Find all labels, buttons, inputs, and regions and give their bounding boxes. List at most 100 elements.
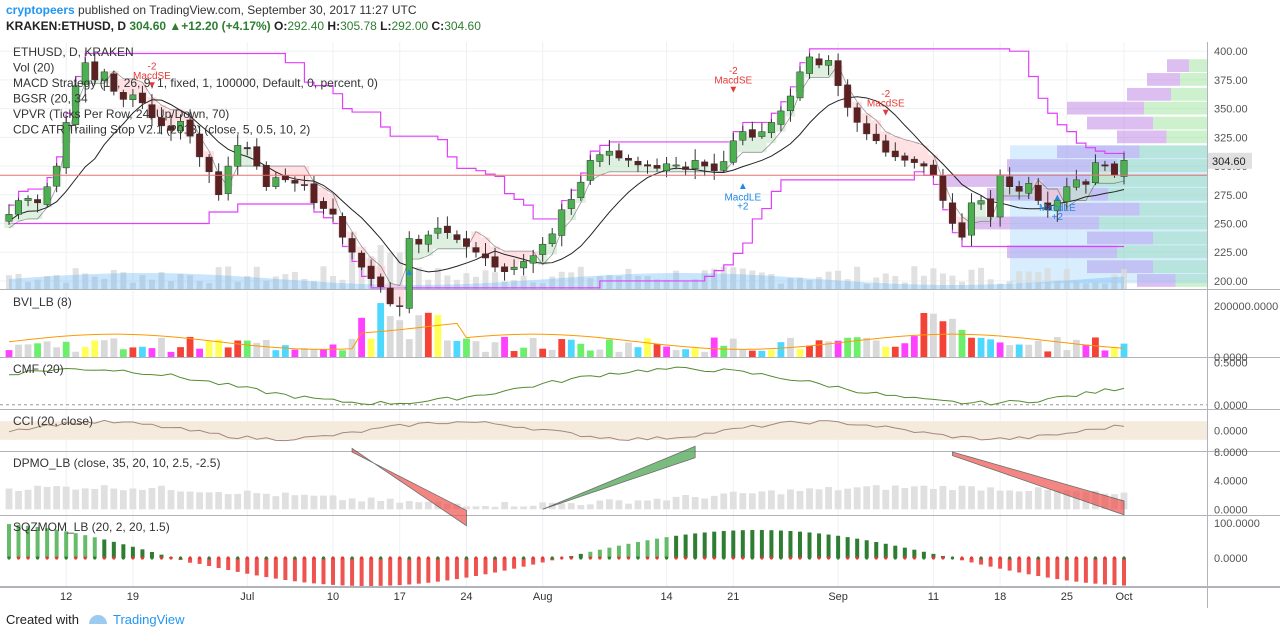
high-value: 305.78	[340, 19, 377, 33]
bvi-bar	[977, 337, 985, 357]
candle	[329, 198, 337, 222]
bvi-bar	[949, 318, 956, 357]
candle-body	[625, 157, 632, 161]
sqzmom-squeeze-dot	[1027, 556, 1031, 560]
volume-bar	[91, 276, 98, 289]
candle	[605, 139, 613, 166]
bvi-bar	[1120, 343, 1128, 357]
buy-arrow-icon: ▲	[1052, 193, 1062, 204]
volume-bar	[625, 268, 632, 289]
candle	[1025, 176, 1033, 200]
candle	[910, 156, 918, 169]
candle-body	[243, 147, 251, 150]
sqzmom-bar	[921, 551, 926, 558]
bvi-bar	[891, 346, 899, 357]
dpmo-histogram-bar	[491, 506, 499, 510]
dpmo-histogram-bar	[186, 491, 194, 510]
bvi-bar	[463, 338, 470, 357]
candle-body	[701, 161, 709, 167]
candle	[129, 89, 137, 107]
candle	[1034, 178, 1042, 206]
sqzmom-bar	[731, 530, 736, 558]
tradingview-brand[interactable]: TradingView	[113, 612, 185, 627]
time-tick-label: 21	[727, 591, 739, 603]
strategy-signal-label: -2	[729, 66, 738, 77]
candle	[224, 156, 232, 201]
candle-body	[1025, 183, 1033, 194]
bvi-bar	[320, 349, 327, 357]
dpmo-histogram-bar	[196, 492, 203, 510]
dpmo-histogram-bar	[644, 500, 651, 510]
price-tick-label: 250.00	[1214, 219, 1248, 231]
sqzmom-squeeze-dot	[750, 556, 754, 560]
dpmo-histogram-bar	[100, 485, 108, 510]
dpmo-histogram-bar	[367, 497, 375, 510]
sqzmom-bar	[388, 558, 393, 586]
dpmo-histogram-bar	[567, 503, 575, 510]
volume-bar	[796, 277, 803, 289]
bvi-bar	[262, 339, 270, 357]
pane-legend: CMF (20)	[13, 362, 64, 376]
volume-bar	[606, 275, 613, 289]
volume-bar	[739, 268, 746, 289]
bvi-bar	[358, 317, 366, 357]
candle-body	[215, 171, 223, 196]
dpmo-histogram-bar	[405, 501, 413, 510]
bvi-bar	[1092, 337, 1099, 357]
bvi-average-line	[8, 322, 1125, 350]
dpmo-histogram-bar	[625, 503, 632, 510]
sqzmom-bar	[111, 541, 116, 558]
volume-bar	[215, 267, 222, 289]
sqzmom-bar	[435, 558, 440, 582]
candle-body	[291, 180, 299, 184]
dpmo-histogram-bar	[62, 486, 70, 510]
volume-bar	[158, 271, 165, 289]
candle	[701, 159, 709, 177]
dpmo-histogram-bar	[1044, 489, 1052, 510]
bvi-bar	[5, 350, 13, 357]
candle-body	[891, 150, 899, 158]
sqzmom-squeeze-dot	[1084, 556, 1088, 560]
candle	[558, 203, 566, 247]
sqzmom-bar	[207, 558, 212, 566]
sqzmom-squeeze-dot	[388, 556, 392, 560]
volume-bar	[253, 266, 260, 289]
dpmo-histogram-bar	[358, 501, 366, 510]
candle-body	[958, 222, 966, 238]
dpmo-histogram-bar	[586, 504, 594, 510]
vpvr-row-up	[1139, 202, 1207, 216]
sqzmom-squeeze-dot	[121, 556, 125, 560]
sqzmom-squeeze-dot	[35, 556, 40, 560]
author-name[interactable]: cryptopeers	[6, 3, 75, 17]
candle-body	[396, 305, 404, 307]
volume-bar	[825, 271, 832, 289]
candle	[72, 76, 80, 132]
dpmo-histogram-bar	[339, 500, 346, 510]
volume-bar	[1082, 283, 1089, 289]
candle-body	[939, 175, 947, 201]
candle-body	[43, 186, 51, 205]
candle	[462, 230, 470, 258]
low-label: L:	[380, 19, 392, 33]
candle-body	[910, 158, 918, 163]
volume-bar	[968, 269, 975, 289]
sqzmom-squeeze-dot	[1036, 556, 1040, 560]
candle-body	[15, 200, 22, 215]
volume-bar	[339, 279, 346, 289]
sqzmom-bar	[473, 558, 478, 577]
bvi-bar	[615, 351, 623, 357]
candle	[596, 151, 604, 168]
candle	[663, 157, 671, 178]
candle	[291, 176, 299, 192]
candle	[15, 197, 22, 220]
bvi-bar	[825, 341, 832, 357]
candle	[825, 55, 833, 76]
sqzmom-squeeze-dot	[55, 556, 59, 560]
dpmo-histogram-bar	[720, 493, 728, 510]
trading-chart[interactable]: 200.00225.00250.00275.00300.00325.00350.…	[0, 36, 1280, 608]
bvi-bar	[453, 340, 461, 357]
candle	[34, 194, 42, 213]
bvi-bar	[758, 350, 766, 357]
price-tick-label: 400.00	[1214, 46, 1248, 58]
sqzmom-bar	[988, 558, 993, 567]
